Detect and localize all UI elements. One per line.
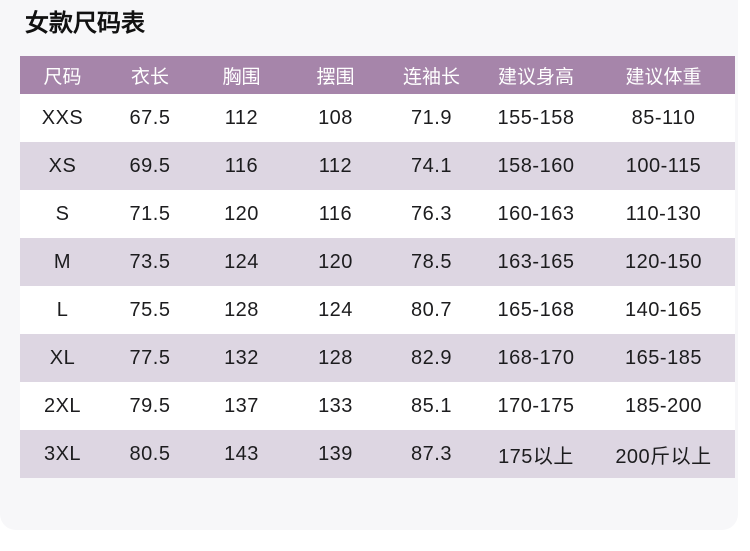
value-cell: 112	[224, 106, 259, 129]
value-cell: 168-170	[497, 346, 575, 369]
table-row: S 71.5 120 116 76.3 160-163 110-130	[20, 190, 735, 238]
value-cell: 170-175	[497, 394, 575, 417]
value-cell: 175以上	[498, 445, 574, 468]
header-cell: 胸围	[195, 56, 288, 94]
size-cell: M	[53, 250, 72, 273]
value-cell: 71.9	[411, 106, 452, 129]
header-cell: 摆围	[288, 56, 383, 94]
value-cell: 124	[318, 298, 353, 321]
value-cell: 120	[318, 250, 353, 273]
value-cell: 139	[318, 442, 353, 465]
size-cell: XS	[48, 154, 77, 177]
size-table: 尺码 衣长 胸围 摆围 连袖长 建议身高 建议体重 XXS 67.5 112 108 71.9 155…	[20, 56, 735, 478]
value-cell: 132	[224, 346, 259, 369]
table-row: XL 77.5 132 128 82.9 168-170 165-185	[20, 334, 735, 382]
value-cell: 160-163	[497, 202, 575, 225]
size-cell: 3XL	[43, 442, 82, 465]
value-cell: 108	[318, 106, 353, 129]
value-cell: 140-165	[625, 298, 702, 321]
value-cell: 185-200	[625, 394, 702, 417]
value-cell: 165-185	[625, 346, 702, 369]
table-row: M 73.5 124 120 78.5 163-165 120-150	[20, 238, 735, 286]
value-cell: 80.5	[129, 442, 171, 465]
table-row: 2XL 79.5 137 133 85.1 170-175 185-200	[20, 382, 735, 430]
value-cell: 158-160	[497, 154, 575, 177]
header-row: 尺码 衣长 胸围 摆围 连袖长 建议身高 建议体重	[20, 56, 735, 94]
value-cell: 128	[224, 298, 259, 321]
header-cell: 建议身高	[480, 56, 592, 94]
size-chart-card: 女款尺码表 尺码 衣长 胸围 摆围 连袖长 建议身高 建议体重 XXS 67.5 112 108 7…	[20, 10, 735, 478]
value-cell: 116	[224, 154, 259, 177]
size-cell: XL	[49, 346, 76, 369]
value-cell: 110-130	[625, 202, 702, 225]
value-cell: 116	[318, 202, 353, 225]
table-body: XXS 67.5 112 108 71.9 155-158 85-110 XS 69.5 116 1…	[20, 94, 735, 478]
value-cell: 112	[318, 154, 353, 177]
value-cell: 67.5	[129, 106, 171, 129]
header-cell: 建议体重	[592, 56, 735, 94]
header-cell: 尺码	[20, 56, 105, 94]
value-cell: 85-110	[631, 106, 696, 129]
table-row: 3XL 80.5 143 139 87.3 175以上 200斤以上	[20, 430, 735, 478]
header-cell: 衣长	[105, 56, 195, 94]
value-cell: 69.5	[129, 154, 171, 177]
table-row: L 75.5 128 124 80.7 165-168 140-165	[20, 286, 735, 334]
value-cell: 133	[318, 394, 353, 417]
value-cell: 163-165	[497, 250, 575, 273]
page-title: 女款尺码表	[25, 10, 145, 37]
size-cell: S	[55, 202, 70, 225]
value-cell: 85.1	[411, 394, 452, 417]
value-cell: 155-158	[497, 106, 575, 129]
header-cell: 连袖长	[383, 56, 480, 94]
value-cell: 73.5	[129, 250, 171, 273]
value-cell: 78.5	[411, 250, 452, 273]
value-cell: 165-168	[497, 298, 575, 321]
value-cell: 75.5	[129, 298, 171, 321]
value-cell: 80.7	[411, 298, 452, 321]
value-cell: 77.5	[129, 346, 171, 369]
value-cell: 76.3	[411, 202, 452, 225]
table-header: 尺码 衣长 胸围 摆围 连袖长 建议身高 建议体重	[20, 56, 735, 94]
size-cell: 2XL	[43, 394, 82, 417]
value-cell: 128	[318, 346, 353, 369]
value-cell: 79.5	[129, 394, 171, 417]
table-row: XXS 67.5 112 108 71.9 155-158 85-110	[20, 94, 735, 142]
value-cell: 120	[224, 202, 259, 225]
value-cell: 82.9	[411, 346, 452, 369]
value-cell: 120-150	[625, 250, 702, 273]
value-cell: 71.5	[129, 202, 171, 225]
table-row: XS 69.5 116 112 74.1 158-160 100-115	[20, 142, 735, 190]
value-cell: 137	[224, 394, 259, 417]
value-cell: 200斤以上	[615, 445, 712, 468]
size-cell: XXS	[41, 106, 84, 129]
value-cell: 87.3	[411, 442, 452, 465]
value-cell: 143	[224, 442, 259, 465]
size-cell: L	[56, 298, 69, 321]
value-cell: 74.1	[411, 154, 452, 177]
value-cell: 100-115	[625, 154, 702, 177]
value-cell: 124	[224, 250, 259, 273]
